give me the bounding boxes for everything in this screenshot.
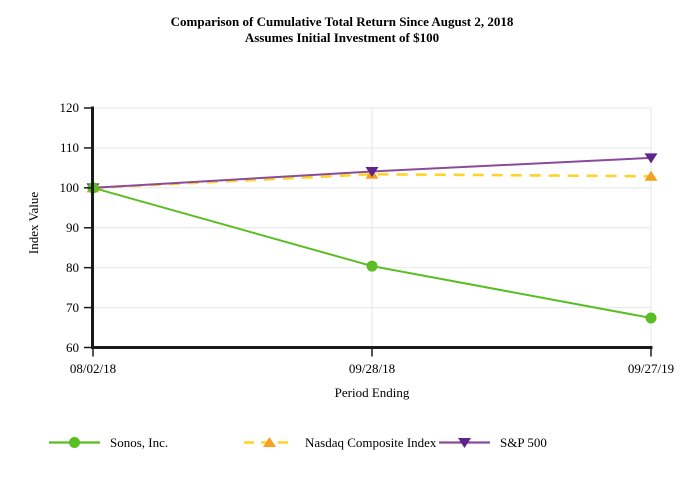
data-point-2-1: [365, 166, 379, 177]
series-line-1: [92, 172, 652, 190]
legend-label-nasdaq: Nasdaq Composite Index: [305, 434, 437, 450]
x-tick-label-09/27/19: 09/27/19: [627, 360, 675, 376]
x-tick-label-09/28/18: 09/28/18: [348, 360, 396, 376]
x-axis-title: Period Ending: [334, 385, 410, 400]
legend-swatch-marker: [263, 437, 276, 447]
data-point-2-2: [644, 153, 658, 164]
y-tick-label-60: 60: [66, 339, 79, 355]
data-point-1-2: [644, 170, 658, 181]
legend-swatch-marker: [69, 437, 80, 448]
legend-label-sonos: Sonos, Inc.: [110, 434, 169, 450]
y-tick-label-90: 90: [66, 219, 79, 235]
chart-title: Comparison of Cumulative Total Return Si…: [0, 14, 684, 46]
legend-swatch-marker: [458, 438, 471, 448]
chart-title-line2: Assumes Initial Investment of $100: [244, 30, 440, 45]
chart-title-line1: Comparison of Cumulative Total Return Si…: [170, 14, 514, 29]
data-point-0-1: [366, 260, 378, 272]
x-tick-label-08/02/18: 08/02/18: [69, 360, 117, 376]
y-tick-label-70: 70: [66, 299, 79, 315]
legend-item-sp500: S&P 500: [438, 434, 547, 451]
y-tick-label-120: 120: [59, 100, 80, 115]
nasdaq-dashed-triangle-swatch: [244, 437, 295, 447]
y-tick-label-100: 100: [59, 179, 80, 195]
legend-label-sp500: S&P 500: [500, 434, 547, 450]
y-tick-label-110: 110: [59, 139, 79, 155]
legend-item-sonos: Sonos, Inc.: [48, 434, 168, 451]
y-tick-label-80: 80: [66, 259, 79, 275]
data-point-0-2: [645, 312, 657, 324]
legend-item-nasdaq: Nasdaq Composite Index: [243, 434, 436, 451]
sp500-line-triangle-swatch: [439, 438, 490, 448]
sonos-line-circle-swatch: [49, 437, 100, 448]
